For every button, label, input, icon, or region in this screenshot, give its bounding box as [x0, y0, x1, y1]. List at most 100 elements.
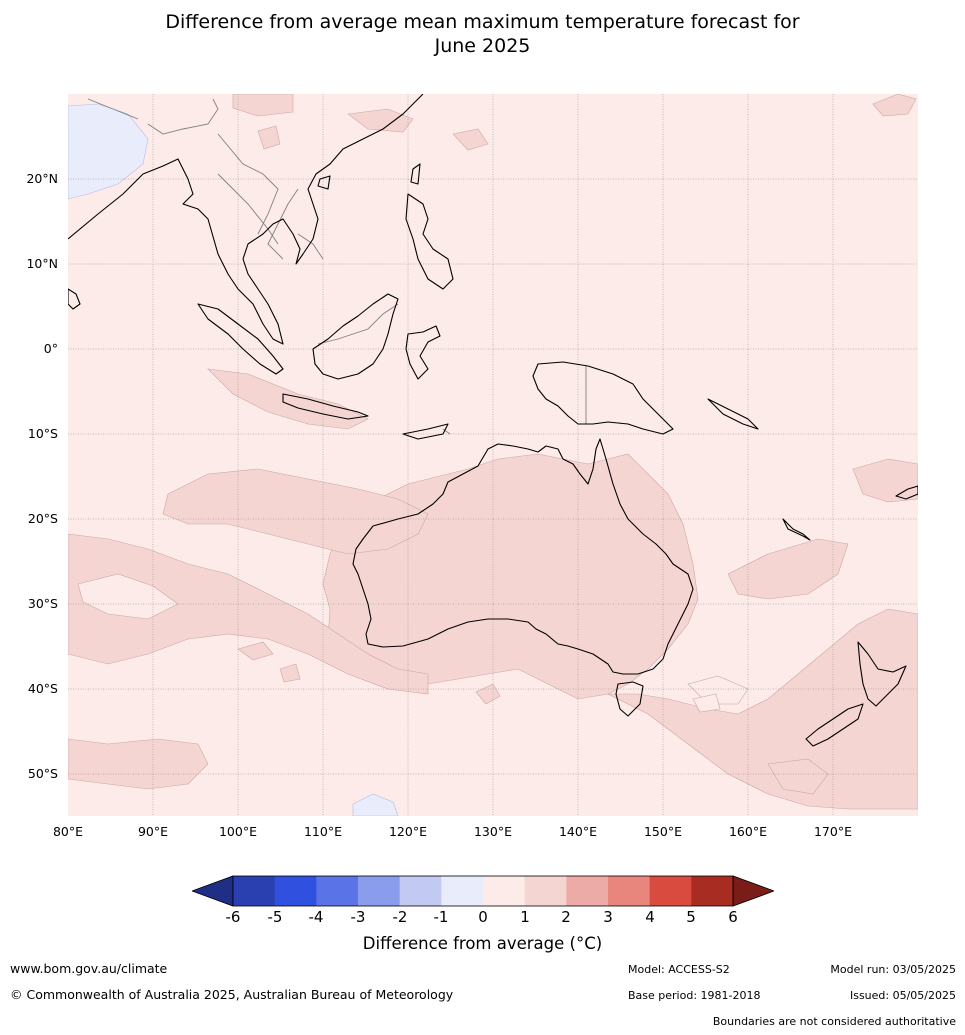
- sumatra-coastline: [197, 303, 284, 375]
- colorbar-extend-low: [192, 875, 234, 907]
- title-line-2: June 2025: [434, 35, 531, 57]
- model-run-text: Model run: 03/05/2025: [830, 963, 956, 976]
- lat-label: 20°S: [27, 511, 58, 526]
- java-patch: [207, 368, 369, 430]
- lon-label: 100°E: [218, 824, 257, 839]
- title-line-1: Difference from average mean maximum tem…: [165, 11, 800, 33]
- java-coastline: [282, 393, 369, 420]
- north-patch-3: [452, 128, 489, 151]
- lat-label: 0°: [43, 341, 58, 356]
- colorbar-tick: -3: [350, 908, 366, 926]
- southern-ocean-west: [68, 533, 429, 695]
- colorbar-segment: [358, 876, 400, 906]
- colorbar-tick: -4: [308, 908, 324, 926]
- lon-label: 150°E: [643, 824, 682, 839]
- indian-ocean-band: [162, 468, 429, 555]
- colorbar-segment: [399, 876, 442, 906]
- indian-ocean-inner: [77, 573, 179, 620]
- colorbar-tick: -1: [433, 908, 449, 926]
- website-link[interactable]: www.bom.gov.au/climate: [10, 961, 168, 976]
- vanuatu-islands: [782, 518, 811, 541]
- indian-small-patch: [237, 641, 274, 661]
- nz-south-island: [805, 703, 864, 747]
- colorbar-tick: 4: [645, 908, 655, 926]
- philippines-coastline: [405, 193, 454, 290]
- borneo-borders: [317, 303, 399, 345]
- png-coastline: [532, 361, 674, 435]
- map-panel: [68, 94, 918, 816]
- colorbar-frame: [232, 875, 734, 907]
- lat-label: 30°S: [27, 596, 58, 611]
- colorbar-extend-high: [732, 875, 774, 907]
- copyright-text: © Commonwealth of Australia 2025, Austra…: [10, 987, 454, 1002]
- se-asia-coastline: [68, 94, 424, 345]
- tasmania-coastline: [615, 681, 644, 717]
- colorbar-tick: 2: [561, 908, 571, 926]
- taiwan-coastline: [410, 163, 421, 185]
- lon-label: 80°E: [52, 824, 84, 839]
- lon-label: 110°E: [303, 824, 342, 839]
- colorbar-segment: [566, 876, 609, 906]
- hainan-coastline: [317, 175, 331, 190]
- colorbar-segment: [649, 876, 692, 906]
- colorbar-tick: 5: [686, 908, 696, 926]
- disclaimer-text: Boundaries are not considered authoritat…: [712, 1015, 956, 1028]
- graticule: [68, 94, 918, 816]
- anomaly-0-to-1-inner-patches: [77, 573, 749, 713]
- lon-label: 140°E: [558, 824, 597, 839]
- lon-label: 130°E: [473, 824, 512, 839]
- southwest-patch: [68, 738, 209, 790]
- fiji-islands: [895, 485, 918, 500]
- colorbar-tick: -2: [392, 908, 408, 926]
- anomaly-1-to-2-regions: [68, 94, 918, 810]
- colorbar-segment: [691, 876, 734, 906]
- lat-label: 40°S: [27, 681, 58, 696]
- north-patch-4: [257, 125, 281, 150]
- lon-label: 90°E: [137, 824, 169, 839]
- model-text: Model: ACCESS-S2: [628, 963, 730, 976]
- nz-north-island: [857, 641, 907, 707]
- north-patch-5: [872, 94, 917, 117]
- sri-lanka: [68, 288, 81, 310]
- north-patch-1: [232, 94, 294, 117]
- solomon-islands: [707, 398, 759, 430]
- lon-label: 170°E: [813, 824, 852, 839]
- southern-cool-patch: [352, 793, 399, 816]
- colorbar-segment: [608, 876, 650, 906]
- nz-inner: [692, 693, 721, 713]
- lat-label: 10°N: [26, 256, 58, 271]
- colorbar-label: Difference from average (°C): [362, 934, 603, 953]
- sulawesi-coastline: [405, 325, 441, 380]
- colorbar-segment: [483, 876, 525, 906]
- lon-label: 120°E: [388, 824, 427, 839]
- colorbar-segment: [441, 876, 484, 906]
- coastlines: [68, 94, 918, 747]
- colorbar-tick: -6: [225, 908, 241, 926]
- australia-coastline: [352, 438, 694, 675]
- country-boundaries: [87, 98, 587, 435]
- timor-coastline: [402, 423, 449, 440]
- borneo-coastline: [312, 293, 399, 380]
- colorbar-tick: 0: [478, 908, 488, 926]
- colorbar-segment: [233, 876, 275, 906]
- colorbar: [192, 875, 774, 907]
- lat-label: 20°N: [26, 171, 58, 186]
- nz-east-patch: [767, 758, 829, 795]
- issued-text: Issued: 05/05/2025: [849, 989, 956, 1002]
- colorbar-tick: 6: [728, 908, 738, 926]
- lat-label: 50°S: [27, 766, 58, 781]
- colorbar-tick: 1: [520, 908, 530, 926]
- map-title: Difference from average mean maximum tem…: [0, 10, 965, 58]
- north-patch-2: [347, 108, 414, 133]
- indian-small-patch-2: [279, 663, 301, 683]
- tasman-warm-patch: [727, 538, 849, 600]
- colorbar-tick: -5: [267, 908, 283, 926]
- colorbar-segment: [316, 876, 359, 906]
- lat-label: 10°S: [27, 426, 58, 441]
- bight-patch: [475, 683, 501, 705]
- lon-label: 160°E: [728, 824, 767, 839]
- colorbar-segment: [524, 876, 567, 906]
- mainland-se-asia-borders: [87, 98, 324, 260]
- colorbar-segment: [274, 876, 317, 906]
- colorbar-tick: 3: [603, 908, 613, 926]
